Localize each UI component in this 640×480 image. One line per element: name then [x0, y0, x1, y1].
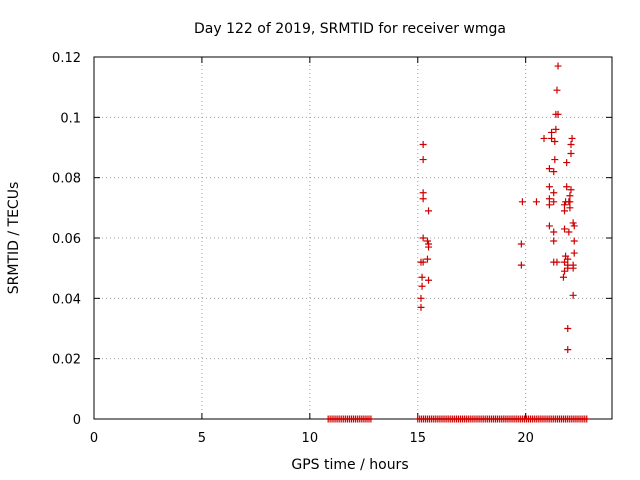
data-point: [561, 267, 569, 275]
data-point: [548, 128, 556, 136]
x-tick-label: 0: [90, 431, 98, 446]
data-point: [540, 134, 548, 142]
chart-title: Day 122 of 2019, SRMTID for receiver wmg…: [194, 21, 506, 37]
data-point: [566, 192, 574, 200]
y-tick-label: 0: [73, 413, 81, 428]
zero-point: [367, 415, 375, 423]
data-point: [417, 303, 425, 311]
data-point: [545, 201, 553, 209]
data-point: [569, 261, 577, 269]
data-point: [551, 137, 559, 145]
data-point: [564, 346, 572, 354]
data-point: [550, 189, 558, 197]
y-tick-label: 0.04: [52, 292, 81, 307]
data-point: [566, 198, 574, 206]
data-point: [545, 222, 553, 230]
data-point: [517, 261, 525, 269]
data-point: [570, 249, 578, 257]
x-tick-label: 15: [409, 431, 426, 446]
data-point: [418, 273, 426, 281]
data-point: [569, 219, 577, 227]
x-tick-labels: 0 5 10 15 20: [90, 431, 534, 446]
data-point: [561, 225, 569, 233]
data-point: [419, 156, 427, 164]
data-point: [419, 234, 427, 242]
zero-series: [324, 415, 591, 423]
data-point: [545, 195, 553, 203]
y-tick-labels: 0 0.02 0.04 0.06 0.08 0.1 0.12: [52, 51, 81, 428]
data-point: [425, 207, 433, 215]
data-point: [567, 150, 575, 158]
x-tick-label: 20: [517, 431, 534, 446]
data-point: [561, 258, 569, 266]
x-tick-label: 10: [302, 431, 319, 446]
data-point: [559, 273, 567, 281]
y-tick-label: 0.1: [60, 111, 81, 126]
data-points: [417, 62, 578, 354]
data-point: [419, 189, 427, 197]
data-point: [566, 204, 574, 212]
data-point: [518, 198, 526, 206]
data-point: [570, 237, 578, 245]
data-point: [550, 198, 558, 206]
data-point: [419, 140, 427, 148]
data-point: [565, 228, 573, 236]
data-point: [417, 258, 425, 266]
data-point: [550, 237, 558, 245]
zero-point: [583, 415, 591, 423]
data-point: [425, 276, 433, 284]
data-point: [551, 156, 559, 164]
y-tick-label: 0.06: [52, 232, 81, 247]
data-point: [570, 222, 578, 230]
data-point: [554, 62, 562, 70]
y-tick-label: 0.08: [52, 172, 81, 187]
data-point: [563, 159, 571, 167]
data-point: [532, 198, 540, 206]
data-point: [553, 258, 561, 266]
data-point: [569, 291, 577, 299]
y-tick-label: 0.02: [52, 353, 81, 368]
x-axis-label: GPS time / hours: [291, 457, 408, 473]
data-point: [423, 255, 431, 263]
data-point: [545, 165, 553, 173]
data-point: [550, 228, 558, 236]
y-tick-label: 0.12: [52, 51, 81, 66]
grid-lines: [94, 57, 612, 419]
data-point: [418, 282, 426, 290]
data-point: [419, 195, 427, 203]
data-point: [545, 183, 553, 191]
data-point: [517, 240, 525, 248]
data-point: [425, 240, 433, 248]
data-point: [548, 134, 556, 142]
data-point: [554, 110, 562, 118]
data-point: [561, 207, 569, 215]
data-point: [417, 294, 425, 302]
data-point: [568, 134, 576, 142]
data-point: [567, 186, 575, 194]
data-point: [567, 140, 575, 148]
data-point: [564, 325, 572, 332]
data-point: [553, 86, 561, 94]
data-point: [564, 255, 572, 263]
data-point: [423, 237, 431, 245]
y-axis-label: SRMTID / TECUs: [6, 182, 22, 295]
data-point: [550, 168, 558, 176]
data-point: [552, 125, 560, 133]
data-point: [561, 201, 569, 209]
x-tick-label: 5: [198, 431, 206, 446]
data-point: [563, 183, 571, 191]
